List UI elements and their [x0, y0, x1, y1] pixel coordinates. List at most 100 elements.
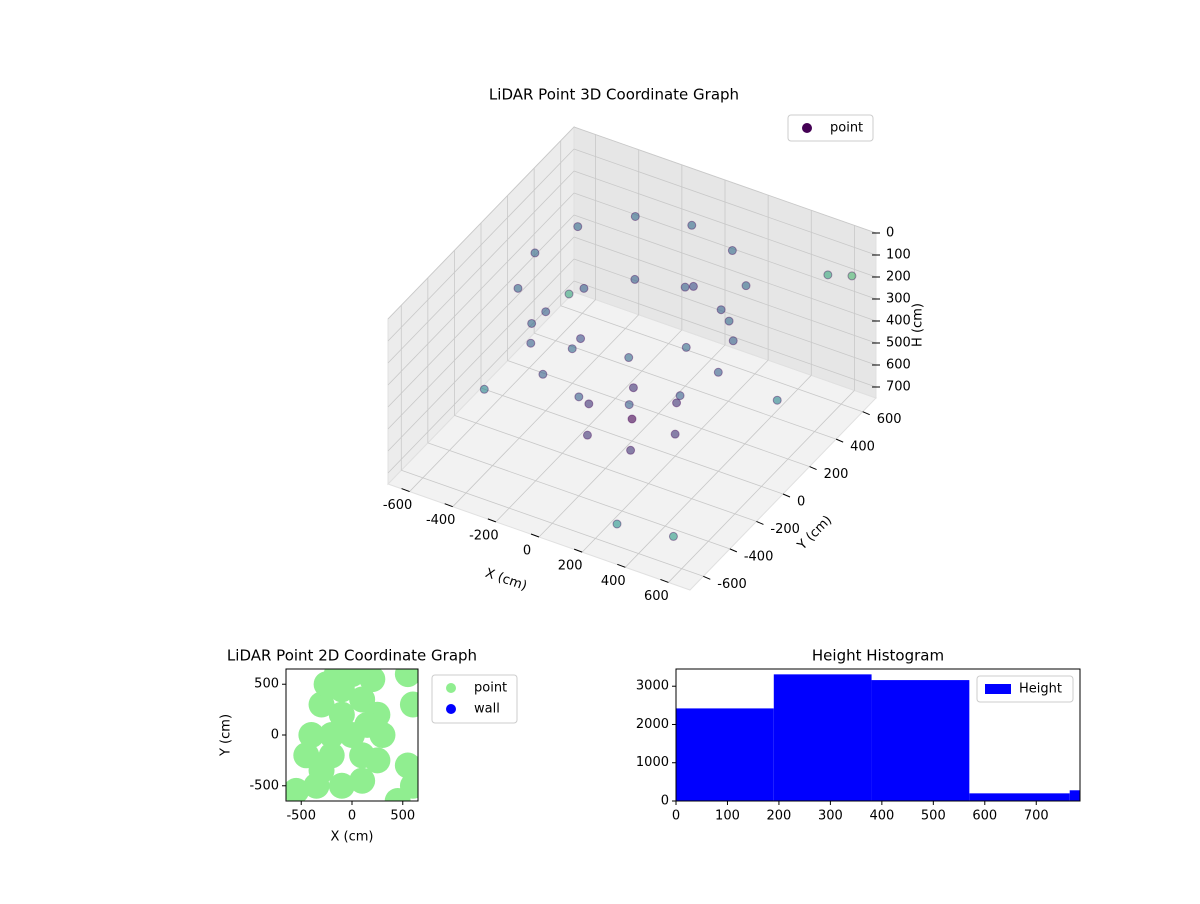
y-tick-label: 3000 [636, 679, 669, 694]
y-tick-label: 0 [661, 794, 669, 809]
y-tick [782, 493, 791, 498]
point [675, 391, 685, 401]
legend-marker [446, 704, 456, 714]
y-axis-label: Y (cm) [219, 714, 234, 757]
point [628, 383, 638, 393]
chart-title: Height Histogram [812, 647, 944, 665]
point [526, 338, 536, 348]
point [630, 274, 640, 284]
x-tick-label: 400 [601, 574, 626, 589]
point [313, 671, 340, 698]
point [724, 316, 734, 326]
y-tick [729, 548, 738, 553]
point [584, 399, 594, 409]
axes-frame [675, 668, 1081, 802]
grid-line [507, 360, 810, 467]
y-tick [703, 575, 711, 580]
z-tick-label: 100 [886, 248, 911, 263]
grid-line [387, 126, 575, 320]
y-tick [862, 411, 870, 416]
grid-line [387, 192, 575, 386]
x-tick-label: -600 [383, 498, 413, 513]
grid-line [573, 258, 877, 366]
x-tick [573, 548, 583, 553]
point [672, 398, 682, 408]
x-tick-label: 500 [921, 809, 946, 824]
point [630, 211, 640, 221]
x-tick-label: 0 [348, 809, 356, 824]
grid-line [427, 442, 730, 550]
grid-line [534, 332, 837, 440]
legend-label: wall [474, 702, 500, 717]
point [564, 289, 574, 299]
point [399, 691, 418, 718]
y-tick-label: 500 [254, 677, 279, 692]
point [527, 318, 537, 328]
grid-line [573, 170, 877, 278]
x-tick-label: 0 [672, 809, 680, 824]
legend: Height [976, 675, 1074, 703]
grid-line [387, 258, 575, 452]
x-tick-label: 0 [523, 544, 531, 559]
grid-line [454, 415, 757, 522]
point [579, 283, 589, 293]
x-tick-label: -500 [286, 809, 316, 824]
grid-line [480, 387, 784, 495]
y-tick [835, 438, 844, 443]
x-axis-label: X (cm) [483, 566, 529, 594]
point [286, 777, 310, 801]
bar [871, 680, 970, 801]
point [687, 220, 697, 230]
grid-line [573, 126, 877, 234]
y-tick-label: 0 [271, 728, 279, 743]
point [627, 414, 637, 424]
x-tick-label: 600 [972, 809, 997, 824]
point [626, 445, 636, 455]
point [303, 772, 330, 799]
point [318, 722, 345, 748]
point [530, 248, 540, 258]
y-tick-label: 600 [877, 412, 902, 427]
point [668, 531, 678, 541]
x-tick-label: -200 [469, 528, 499, 543]
y-tick-label: 1000 [636, 755, 669, 770]
x-tick-label: 600 [644, 589, 669, 604]
point [670, 429, 680, 439]
point [479, 384, 489, 394]
point [394, 669, 418, 688]
x-tick-label: 500 [390, 809, 415, 824]
point [624, 400, 634, 410]
point [612, 519, 622, 529]
point [582, 430, 592, 440]
grid-line [573, 148, 877, 256]
point [728, 336, 738, 346]
grid-line [401, 469, 704, 577]
axes-frame [285, 668, 419, 802]
grid-line [387, 148, 575, 342]
y-tick [809, 466, 817, 471]
y-tick-label: -400 [744, 549, 774, 564]
point [681, 342, 691, 352]
point [318, 742, 345, 769]
z-axis-label: H (cm) [911, 303, 926, 347]
z-tick-label: 400 [886, 314, 911, 329]
z-tick-label: 0 [886, 226, 894, 241]
x-tick [487, 518, 497, 523]
legend-box [787, 114, 874, 142]
y-tick-label: -200 [770, 522, 800, 537]
x-tick-label: 200 [558, 559, 583, 574]
x-tick-label: 700 [1024, 809, 1049, 824]
point [384, 788, 411, 801]
x-tick-label: 400 [869, 809, 894, 824]
point [688, 281, 698, 291]
point [354, 711, 381, 738]
z-tick-label: 600 [886, 358, 911, 373]
grid-line [573, 214, 877, 322]
legend-label: point [474, 681, 507, 696]
point [513, 283, 523, 293]
x-tick [401, 488, 410, 493]
z-tick-label: 200 [886, 270, 911, 285]
x-tick-label: 300 [818, 809, 843, 824]
grid-line [387, 170, 575, 364]
